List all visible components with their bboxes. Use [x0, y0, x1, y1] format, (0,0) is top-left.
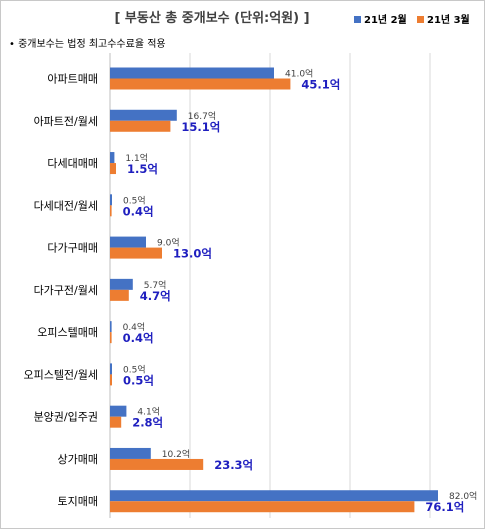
legend-label-feb: 21년 2월 — [364, 13, 407, 26]
bar-mar — [110, 163, 116, 175]
bar-mar — [110, 416, 122, 428]
data-label-feb: 0.5억 — [123, 363, 146, 375]
category-label: 아파트전/월세 — [34, 115, 98, 128]
bar-mar — [110, 247, 162, 259]
chart-title: [ 부동산 총 중개보수 (단위:억원) ] — [114, 10, 309, 26]
data-label-feb: 1.1억 — [125, 152, 148, 164]
data-label-mar: 23.3억 — [214, 458, 253, 472]
bar-feb — [110, 194, 112, 206]
bar-mar — [110, 374, 112, 386]
data-label-mar: 4.7억 — [140, 289, 171, 303]
data-label-mar: 0.5억 — [123, 373, 154, 387]
category-label: 다세대전/월세 — [34, 199, 98, 212]
bar-feb — [110, 109, 177, 121]
legend-label-mar: 21년 3월 — [427, 13, 470, 26]
category-label: 분양권/입주권 — [34, 411, 98, 424]
category-label: 오피스텔매매 — [37, 326, 98, 339]
bar-mar — [110, 332, 112, 344]
bar-feb — [110, 363, 112, 375]
category-label: 아파트매매 — [47, 73, 98, 86]
data-label-feb: 41.0억 — [285, 68, 313, 80]
category-label: 다가구매매 — [47, 242, 98, 255]
bar-mar — [110, 120, 171, 132]
bar-mar — [110, 458, 204, 470]
category-label: 다가구전/월세 — [34, 284, 98, 297]
category-label: 다세대매매 — [47, 157, 98, 170]
category-label: 상가매매 — [58, 453, 98, 466]
data-label-feb: 16.7억 — [188, 110, 216, 122]
bar-mar — [110, 501, 415, 513]
bars-group — [110, 67, 438, 513]
data-label-mar: 45.1억 — [301, 78, 340, 92]
bar-mar — [110, 289, 129, 301]
bar-feb — [110, 67, 274, 79]
bar-feb — [110, 236, 146, 248]
bar-mar — [110, 78, 291, 90]
bar-feb — [110, 490, 438, 502]
data-label-mar: 13.0억 — [173, 247, 212, 261]
data-label-feb: 10.2억 — [162, 448, 190, 460]
data-label-mar: 0.4억 — [123, 204, 154, 218]
data-label-feb: 9.0억 — [157, 237, 180, 249]
data-labels: 41.0억45.1억16.7억15.1억1.1억1.5억0.5억0.4억9.0억… — [123, 68, 478, 515]
data-label-feb: 82.0억 — [449, 490, 477, 502]
data-label-feb: 5.7억 — [144, 279, 167, 291]
data-label-mar: 2.8억 — [132, 416, 163, 430]
bar-feb — [110, 152, 115, 164]
legend-swatch-mar — [417, 16, 424, 23]
data-label-feb: 0.4억 — [123, 321, 146, 333]
category-label: 토지매매 — [58, 495, 98, 508]
data-label-mar: 0.4억 — [123, 331, 154, 345]
data-label-mar: 1.5억 — [127, 162, 158, 176]
bar-feb — [110, 278, 133, 290]
bar-feb — [110, 321, 112, 333]
chart-note: • 중개보수는 법정 최고수수료율 적용 — [9, 38, 166, 50]
legend-swatch-feb — [354, 16, 361, 23]
bar-mar — [110, 205, 112, 217]
data-label-mar: 15.1억 — [181, 120, 220, 134]
data-label-feb: 4.1억 — [137, 406, 160, 418]
category-labels: 아파트매매아파트전/월세다세대매매다세대전/월세다가구매매다가구전/월세오피스텔… — [23, 73, 98, 509]
data-label-mar: 76.1억 — [425, 500, 464, 514]
bar-feb — [110, 405, 127, 417]
data-label-feb: 0.5억 — [123, 194, 146, 206]
category-label: 오피스텔전/월세 — [23, 368, 98, 381]
bar-feb — [110, 447, 151, 459]
